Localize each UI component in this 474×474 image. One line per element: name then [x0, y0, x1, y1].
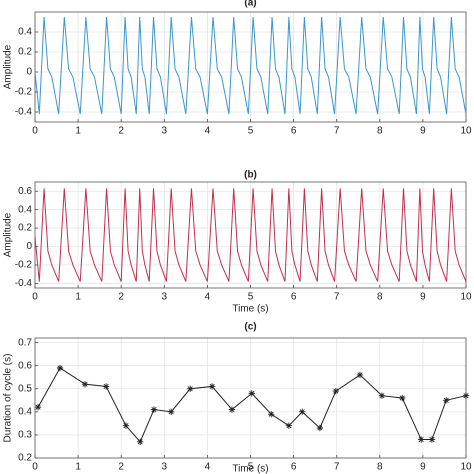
data-line [37, 367, 467, 443]
x-axis-label: Time (s) [232, 304, 268, 315]
x-tick-label: 3 [162, 292, 168, 303]
marker [267, 410, 275, 418]
y-tick-label: 0.2 [18, 223, 32, 234]
marker [228, 406, 236, 413]
data-line [34, 16, 467, 115]
x-tick-label: 6 [291, 292, 297, 303]
marker [299, 408, 306, 416]
y-axis-label: Duration of cycle (s) [3, 354, 14, 443]
y-tick-label: -0.2 [15, 87, 33, 98]
y-tick-label: 0 [26, 67, 32, 78]
y-tick-label: 0 [26, 241, 32, 252]
marker [442, 397, 450, 404]
chart-title: (c) [244, 322, 256, 333]
x-tick-label: 3 [162, 126, 168, 137]
x-tick-label: 10 [460, 126, 472, 137]
y-tick-label: 0.2 [18, 47, 32, 58]
x-tick-label: 4 [205, 126, 211, 137]
x-tick-label: 7 [334, 462, 340, 473]
x-tick-label: 0 [32, 462, 38, 473]
x-tick-label: 5 [248, 462, 254, 473]
marker [428, 436, 436, 443]
marker [150, 406, 158, 413]
x-tick-label: 8 [377, 462, 383, 473]
y-tick-label: -0.4 [15, 107, 33, 118]
x-tick-label: 6 [291, 462, 297, 473]
marker [56, 364, 64, 372]
x-tick-label: 10 [460, 292, 472, 303]
y-tick-label: 0.4 [18, 406, 32, 417]
plot-frame [34, 181, 467, 289]
plot-frame [34, 11, 467, 123]
marker [102, 383, 110, 390]
marker [462, 392, 470, 399]
x-tick-label: 0 [32, 126, 38, 137]
y-tick-label: -0.2 [15, 260, 33, 271]
marker [378, 392, 386, 399]
x-tick-label: 5 [248, 126, 254, 137]
x-tick-label: 2 [118, 292, 124, 303]
data-line [34, 188, 467, 282]
x-tick-label: 3 [162, 462, 168, 473]
marker [81, 380, 89, 388]
x-tick-label: 2 [118, 462, 124, 473]
marker [399, 394, 406, 402]
x-tick-label: 1 [75, 462, 81, 473]
marker [167, 408, 175, 416]
x-tick-label: 7 [334, 292, 340, 303]
y-tick-label: 0.6 [18, 360, 32, 371]
x-tick-label: 1 [75, 292, 81, 303]
marker [186, 385, 194, 392]
x-tick-label: 9 [420, 462, 426, 473]
marker [356, 371, 364, 379]
chart-title: (a) [244, 0, 256, 9]
x-tick-label: 9 [420, 292, 426, 303]
marker [332, 387, 340, 395]
marker [316, 424, 324, 432]
marker [208, 383, 216, 390]
x-tick-label: 9 [420, 126, 426, 137]
x-tick-label: 1 [75, 126, 81, 137]
x-tick-label: 4 [205, 292, 211, 303]
marker [34, 404, 42, 411]
chart-title: (b) [244, 170, 257, 181]
x-tick-label: 6 [291, 126, 297, 137]
y-tick-label: 0.4 [18, 204, 32, 215]
x-tick-label: 2 [118, 126, 124, 137]
marker [248, 390, 255, 397]
marker [122, 422, 130, 429]
y-tick-label: 0.7 [18, 337, 32, 348]
y-tick-label: 0.4 [18, 27, 32, 38]
x-tick-label: 8 [377, 292, 383, 303]
x-axis-label: Time (s) [232, 464, 268, 474]
marker [136, 438, 144, 446]
marker [285, 422, 293, 429]
y-tick-label: 0.3 [18, 430, 32, 441]
x-tick-label: 10 [460, 462, 472, 473]
x-tick-label: 7 [334, 126, 340, 137]
y-tick-label: 0.2 [18, 453, 32, 464]
y-tick-label: 0.6 [18, 186, 32, 197]
x-tick-label: 0 [32, 292, 38, 303]
y-tick-label: 0.5 [18, 383, 32, 394]
y-axis-label: Amplitude [3, 212, 14, 257]
x-tick-label: 4 [205, 462, 211, 473]
x-tick-label: 8 [377, 126, 383, 137]
x-tick-label: 5 [248, 292, 254, 303]
y-tick-label: -0.4 [15, 278, 33, 289]
marker [417, 436, 425, 443]
y-axis-label: Amplitude [3, 44, 14, 89]
